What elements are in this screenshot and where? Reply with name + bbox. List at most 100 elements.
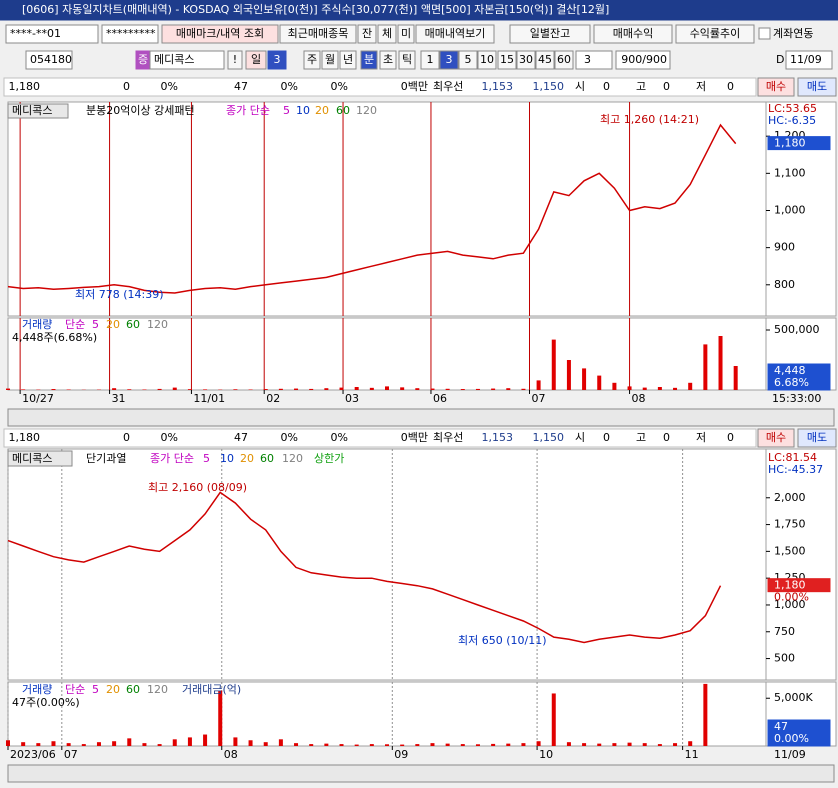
low-annotation: 최저 650 (10/11)	[458, 634, 547, 647]
alert: !	[233, 53, 237, 66]
y-tick-label: 1,750	[774, 518, 806, 531]
checkbox-label[interactable]: 계좌연동	[773, 27, 813, 40]
volume-bar	[719, 336, 723, 390]
quote-cell: 0백만	[401, 80, 428, 93]
high-annotation: 최고 2,160 (08/09)	[148, 481, 247, 494]
minute[interactable]: 1	[427, 53, 434, 66]
sell[interactable]: 매도	[807, 431, 827, 444]
x-tick-label: 08	[632, 392, 646, 405]
window-title: [0606] 자동일지차트(매매내역) - KOSDAQ 외국인보유[0(천)]…	[22, 2, 609, 16]
volume-bar	[355, 745, 359, 746]
quote-cell: 1,180	[9, 80, 41, 93]
volume-bar	[552, 693, 556, 746]
y-tick-label: 900	[774, 241, 795, 254]
minute[interactable]: 5	[465, 53, 472, 66]
buy[interactable]: 매수	[766, 80, 786, 93]
volume-bar	[597, 376, 601, 390]
quote-cell: 0%	[161, 80, 178, 93]
period[interactable]: 틱	[402, 53, 412, 66]
window-controls	[718, 3, 834, 17]
ma-label: 20	[315, 104, 329, 117]
y-tick-label: 1,500	[774, 544, 806, 557]
period[interactable]: 초	[383, 53, 393, 66]
date: 11/09	[790, 53, 822, 66]
button-label[interactable]: 잔	[362, 27, 372, 40]
quote-cell: 0%	[281, 431, 298, 444]
volume-bar	[597, 744, 601, 746]
minute[interactable]: 30	[519, 53, 533, 66]
button-label[interactable]: 매매내역보기	[425, 27, 486, 40]
count-select[interactable]	[576, 51, 612, 69]
volume-bar	[430, 389, 434, 390]
quote-cell: 저	[696, 80, 706, 93]
volume-bar	[51, 389, 55, 390]
button-label[interactable]: 매매수익	[613, 27, 653, 40]
volume-bar	[491, 744, 495, 746]
y-tick-label: 1,000	[774, 203, 806, 216]
volume-bar	[430, 743, 434, 746]
x-tick-label: 02	[266, 392, 280, 405]
x-tick-label: 03	[345, 392, 359, 405]
ma-label: 120	[147, 683, 168, 696]
buy[interactable]: 매수	[766, 431, 786, 444]
period[interactable]: 년	[343, 53, 353, 66]
quote-cell: 저	[696, 431, 706, 444]
ma-label: 5	[203, 452, 210, 465]
button-label[interactable]: 매매마크/내역 조회	[176, 27, 264, 40]
indicator: 종가 단순	[226, 104, 270, 117]
button-label[interactable]: 일별잔고	[530, 26, 570, 40]
minute[interactable]: 60	[557, 53, 571, 66]
volume-bar	[36, 743, 40, 746]
button-label[interactable]: 최근매매종목	[288, 27, 349, 40]
scrollbar[interactable]	[8, 765, 834, 782]
plot-area	[8, 682, 766, 746]
sell[interactable]: 매도	[807, 80, 827, 93]
ma-label: 20	[106, 318, 120, 331]
cursor-date: 11/09	[774, 748, 806, 761]
minute[interactable]: 15	[500, 53, 514, 66]
quote-cell: 0	[663, 80, 670, 93]
volume-bar	[658, 387, 662, 390]
current-volume-pct: 6.68%	[774, 376, 809, 389]
volume-bar	[233, 737, 237, 746]
volume-bar	[582, 368, 586, 390]
button-label[interactable]: 체	[382, 27, 392, 40]
volume-bar	[612, 743, 616, 746]
volume-bar	[385, 744, 389, 746]
period[interactable]: 주	[307, 53, 317, 66]
period[interactable]: 분	[364, 53, 374, 66]
volume-summary: 47주(0.00%)	[12, 696, 80, 709]
volume-bar	[673, 388, 677, 390]
button-label[interactable]: 미	[401, 27, 411, 40]
volume-bar	[506, 744, 510, 746]
quote-cell: 0%	[331, 431, 348, 444]
account[interactable]: ****-**01	[10, 27, 61, 40]
quote-cell: 1,180	[9, 431, 41, 444]
current-volume-pct: 0.00%	[774, 732, 809, 745]
x-tick-label: 2023/06	[10, 748, 56, 761]
ma-label: 120	[147, 318, 168, 331]
volume-title: 거래량	[22, 318, 52, 331]
scrollbar[interactable]	[8, 409, 834, 426]
volume-bar	[188, 737, 192, 746]
amount-label: 거래대금(억)	[182, 683, 241, 696]
period[interactable]: 월	[325, 53, 335, 66]
volume-bar	[734, 366, 738, 390]
volume-bar	[521, 743, 525, 746]
indicator: 단순	[65, 683, 85, 696]
ma-label: 5	[92, 683, 99, 696]
quote-cell: 0	[603, 431, 610, 444]
checkbox[interactable]	[759, 28, 770, 39]
volume-bar	[476, 744, 480, 746]
stock-name: 메디콕스	[154, 53, 194, 66]
minute[interactable]: 45	[538, 53, 552, 66]
hc: HC:-45.37	[768, 463, 823, 476]
minute[interactable]: 3	[446, 53, 453, 66]
x-tick-label: 10/27	[22, 392, 54, 405]
volume-bar	[279, 389, 283, 390]
count: 900/900	[621, 53, 667, 66]
button-label[interactable]: 수익률추이	[690, 27, 741, 40]
minute[interactable]: 10	[480, 53, 494, 66]
volume-bar	[279, 739, 283, 746]
